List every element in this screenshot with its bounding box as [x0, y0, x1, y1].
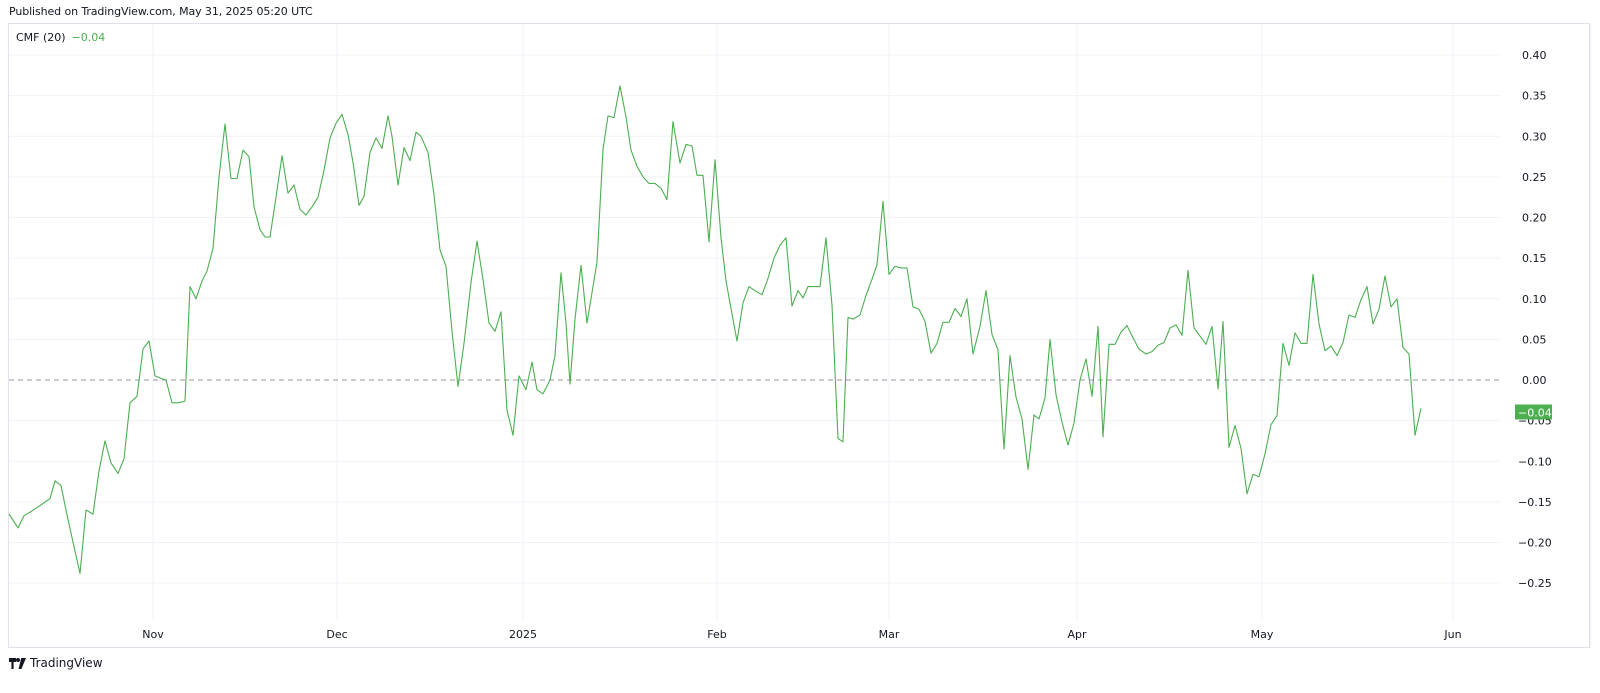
y-tick-label: 0.15 [1522, 252, 1547, 265]
x-tick-label: Jun [1443, 628, 1461, 641]
x-tick-label: Dec [326, 628, 347, 641]
indicator-name: CMF (20) [16, 31, 66, 44]
x-tick-label: Feb [707, 628, 726, 641]
y-tick-label: 0.40 [1522, 49, 1547, 62]
tradingview-logo-icon [9, 657, 26, 669]
x-tick-label: May [1251, 628, 1274, 641]
y-tick-label: 0.20 [1522, 212, 1547, 225]
y-tick-label: 0.00 [1522, 374, 1547, 387]
tradingview-brand-text: TradingView [30, 656, 103, 670]
cmf-line [8, 85, 1422, 574]
indicator-legend[interactable]: CMF (20) −0.04 [16, 31, 105, 44]
y-tick-label: 0.30 [1522, 130, 1547, 143]
y-tick-label: 0.10 [1522, 293, 1547, 306]
y-tick-label: −0.15 [1518, 496, 1552, 509]
last-value-text: −0.04 [1518, 407, 1552, 420]
published-timestamp: Published on TradingView.com, May 31, 20… [9, 5, 313, 18]
horizontal-grid [9, 54, 1500, 584]
x-tick-label: Apr [1067, 628, 1087, 641]
x-tick-label: Nov [142, 628, 164, 641]
y-tick-label: −0.20 [1518, 537, 1552, 550]
vertical-grid [152, 24, 1454, 620]
y-tick-label: 0.35 [1522, 90, 1547, 103]
y-tick-label: 0.05 [1522, 333, 1547, 346]
time-scale[interactable]: Nov Dec 2025 Feb Mar Apr May Jun [142, 628, 1461, 641]
price-scale[interactable]: 0.40 0.35 0.30 0.25 0.20 0.15 0.10 0.05 0.00 −0.0… [1518, 49, 1552, 590]
y-tick-label: 0.25 [1522, 171, 1547, 184]
x-tick-label: 2025 [509, 628, 537, 641]
last-value-price-label: −0.04 [1515, 404, 1552, 420]
footer-brand[interactable]: TradingView [9, 656, 103, 670]
y-tick-label: −0.25 [1518, 577, 1552, 590]
indicator-value: −0.04 [71, 31, 106, 44]
y-tick-label: −0.10 [1518, 455, 1552, 468]
x-tick-label: Mar [879, 628, 900, 641]
